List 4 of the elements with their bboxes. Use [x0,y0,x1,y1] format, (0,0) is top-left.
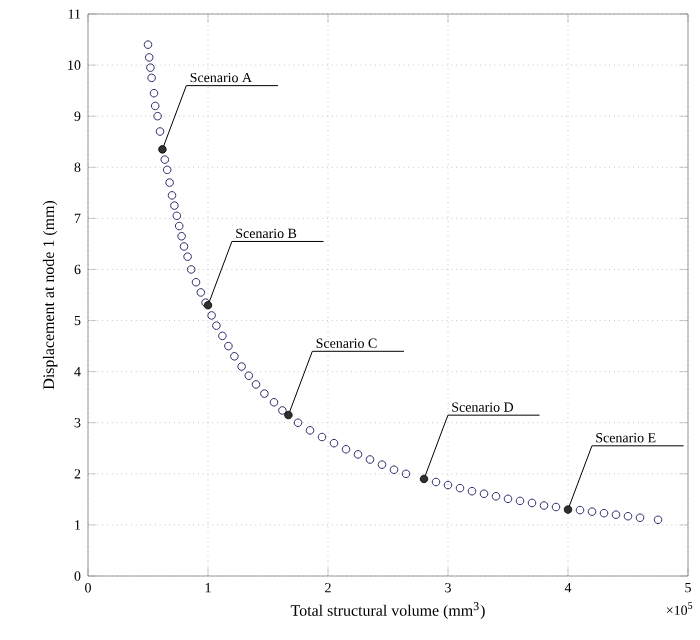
point [563,505,573,514]
point [419,474,429,484]
point [284,410,293,420]
point [158,145,167,154]
